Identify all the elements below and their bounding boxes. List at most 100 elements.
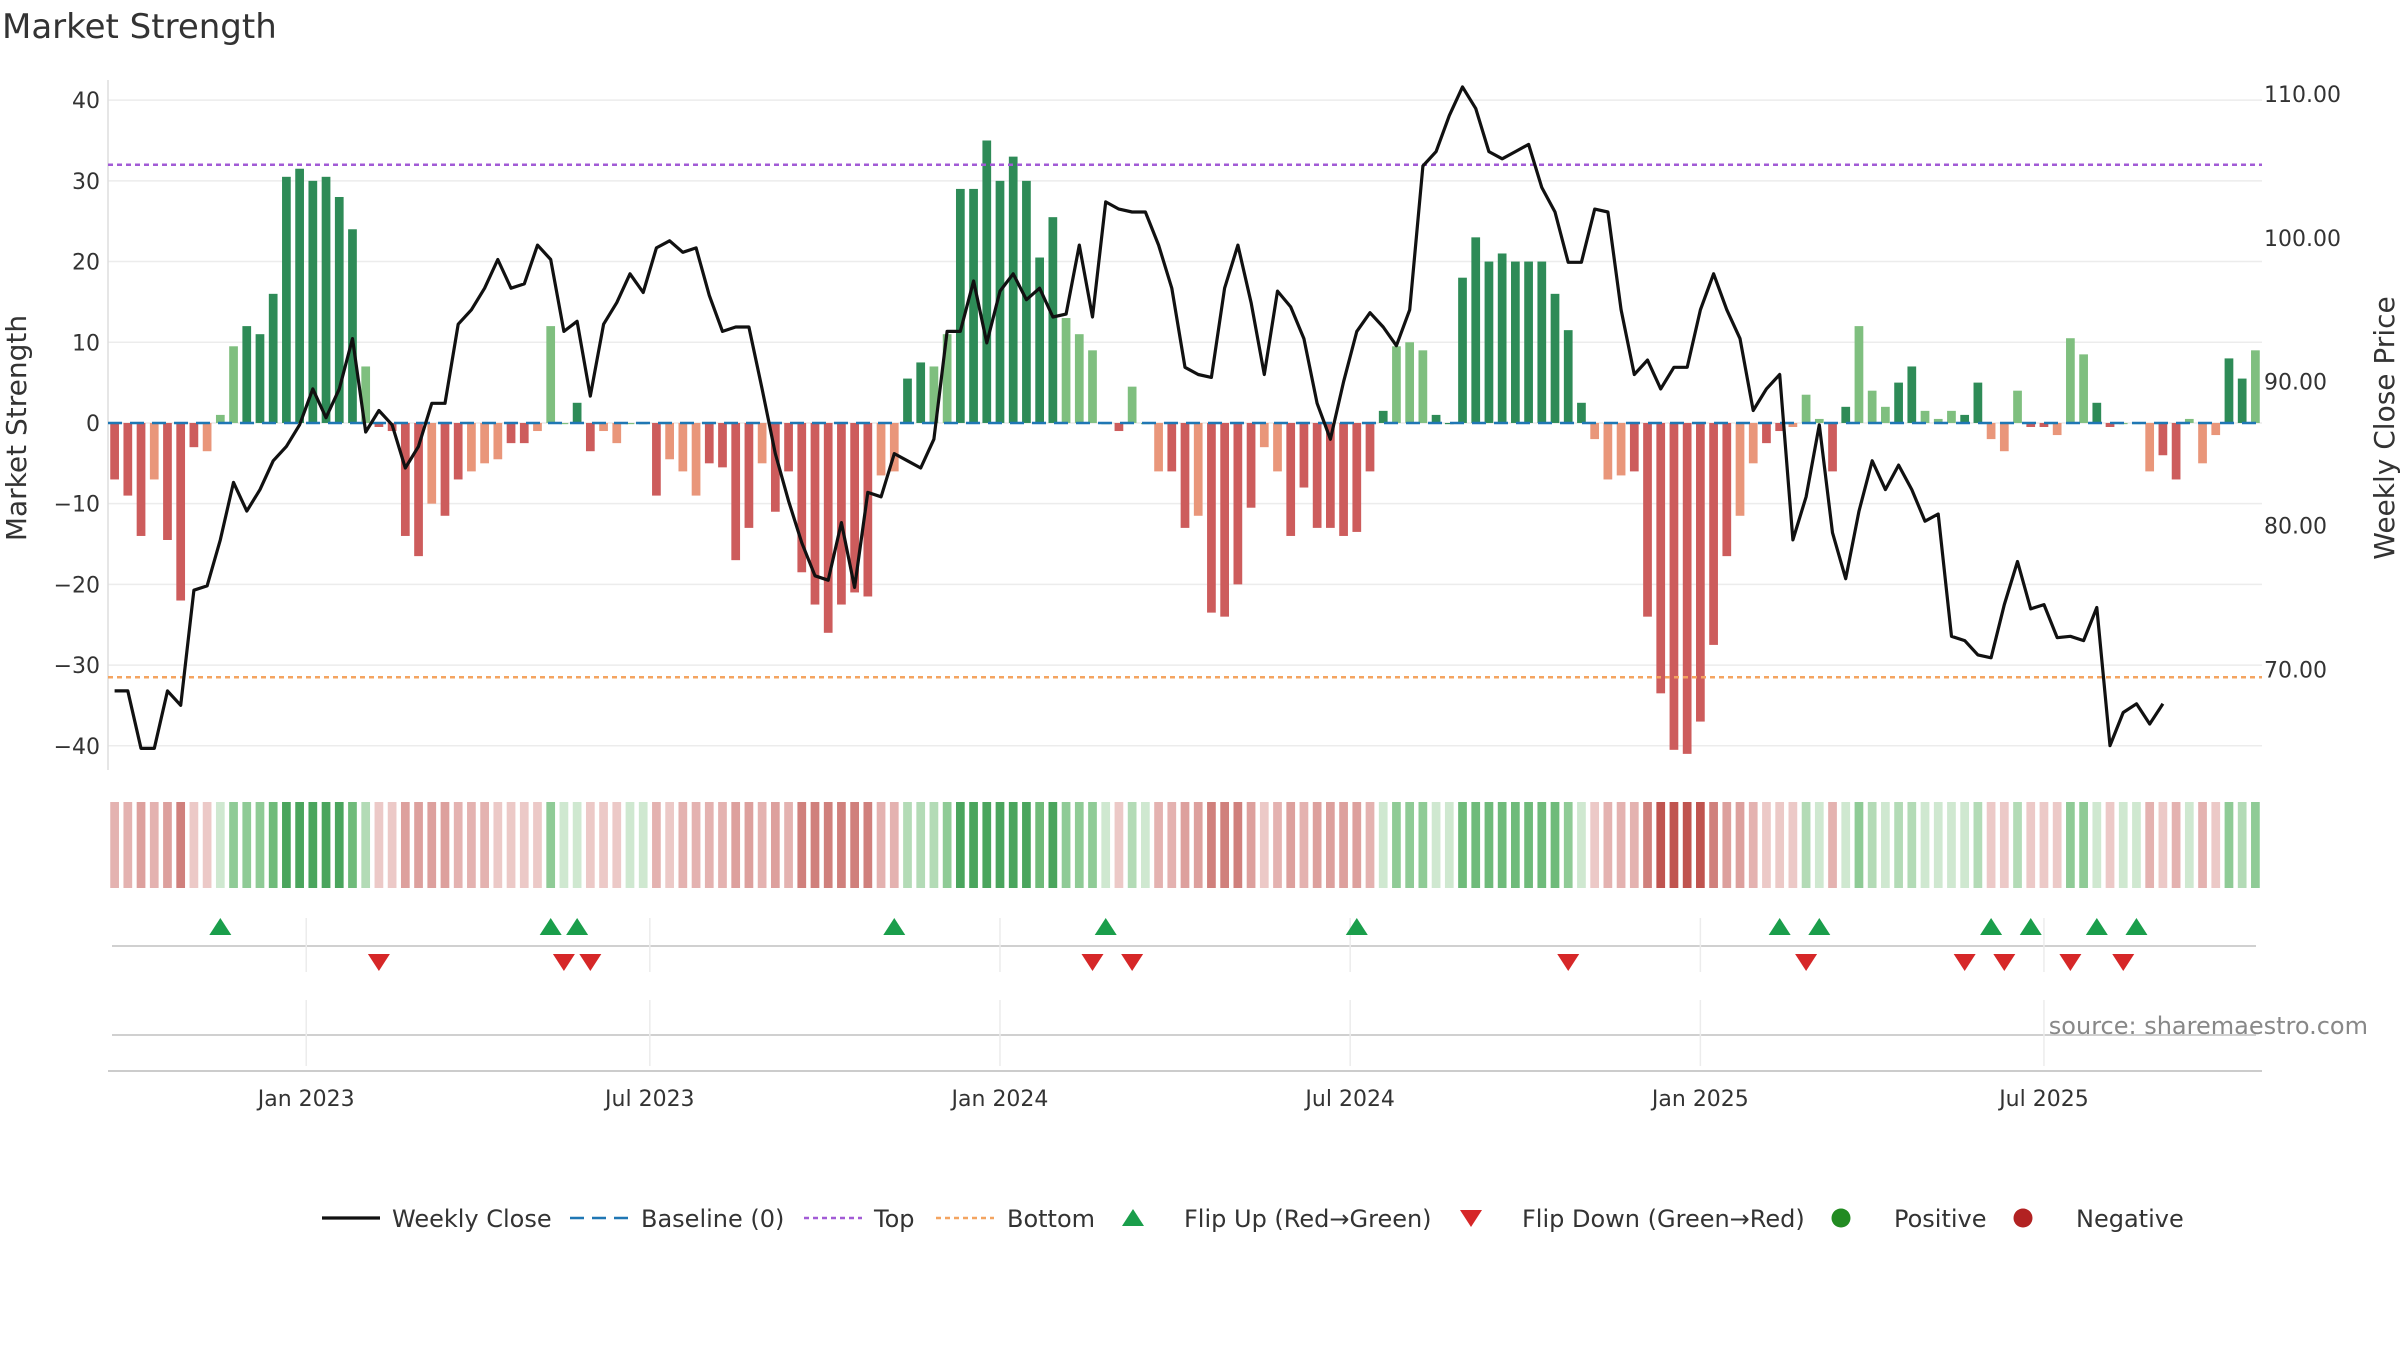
heat-cell-64	[955, 802, 965, 888]
heat-cell-94	[1352, 802, 1362, 888]
strength-bars	[110, 140, 2260, 754]
heat-cell-159	[2211, 802, 2221, 888]
strength-bar-81	[1180, 422, 1190, 528]
strength-bar-100	[1431, 414, 1441, 423]
heat-cell-13	[282, 802, 291, 888]
heat-cell-6	[189, 802, 199, 888]
heat-cell-68	[1008, 802, 1018, 888]
strength-bar-93	[1339, 422, 1348, 536]
heat-cell-155	[2158, 802, 2168, 888]
heat-cell-38	[612, 802, 622, 888]
heat-cell-80	[1167, 802, 1177, 888]
strength-bar-139	[1947, 410, 1956, 423]
strength-bar-112	[1590, 422, 1600, 440]
heat-cell-109	[1550, 802, 1560, 888]
heat-cell-10	[242, 802, 252, 888]
heat-cell-54	[823, 802, 833, 888]
right-y-axis: 110.00 100.00 90.00 80.00 70.00	[2264, 83, 2341, 683]
strength-bar-102	[1458, 277, 1467, 423]
strength-bar-157	[2184, 418, 2194, 423]
right-axis-title: Weekly Close Price	[2368, 296, 2400, 559]
flip-up-marker-6	[1768, 918, 1791, 935]
strength-bar-99	[1418, 350, 1428, 423]
heat-cell-156	[2171, 802, 2181, 888]
strength-bar-138	[1933, 418, 1943, 423]
heat-cell-147	[2052, 802, 2062, 888]
heat-cell-25	[440, 802, 450, 888]
flip-up-marker-5	[1345, 918, 1368, 935]
heat-cell-62	[929, 802, 939, 888]
strength-bar-25	[440, 422, 450, 516]
legend-swatch-flip-down	[1460, 1210, 1482, 1227]
heat-cell-26	[453, 802, 463, 888]
heat-cell-153	[2132, 802, 2141, 888]
strength-bar-19	[361, 366, 371, 423]
strength-bar-101	[1444, 422, 1454, 425]
strength-bar-72	[1061, 318, 1071, 423]
heat-cell-42	[665, 802, 674, 888]
flip-up-marker-8	[1980, 918, 2003, 935]
heat-cell-85	[1233, 802, 1243, 888]
x-tick-label-2: Jan 2024	[950, 1087, 1049, 1112]
heat-cell-125	[1762, 802, 1771, 888]
heat-cell-161	[2237, 802, 2247, 888]
heat-cell-81	[1180, 802, 1190, 888]
legend-label-7: Negative	[2076, 1205, 2184, 1233]
heat-cell-79	[1154, 802, 1163, 888]
heat-cell-152	[2118, 802, 2128, 888]
strength-bar-60	[903, 378, 912, 423]
heat-cell-76	[1114, 802, 1124, 888]
strength-bar-85	[1233, 422, 1243, 585]
strength-bar-39	[625, 422, 635, 425]
heat-cell-118	[1669, 802, 1679, 888]
heat-cell-138	[1933, 802, 1943, 888]
heat-cell-123	[1735, 802, 1745, 888]
strength-bar-61	[916, 362, 926, 423]
heat-cell-103	[1471, 802, 1481, 888]
strength-bar-115	[1629, 422, 1639, 472]
heat-cell-98	[1405, 802, 1415, 888]
heat-cell-52	[797, 802, 807, 888]
heat-cell-128	[1801, 802, 1811, 888]
heat-cell-47	[731, 802, 741, 888]
flip-up-marker-2	[566, 918, 589, 935]
legend-label-3: Bottom	[1007, 1205, 1095, 1233]
heat-cell-72	[1061, 802, 1071, 888]
heat-cell-91	[1312, 802, 1322, 888]
legend-label-5: Flip Down (Green→Red)	[1522, 1205, 1805, 1233]
heat-cell-130	[1828, 802, 1837, 888]
strength-bar-37	[599, 422, 608, 432]
heat-cell-73	[1074, 802, 1084, 888]
heat-cell-141	[1973, 802, 1983, 888]
legend-item-5: Flip Down (Green→Red)	[1460, 1205, 1805, 1233]
strength-bar-114	[1616, 422, 1626, 476]
strength-bar-111	[1577, 402, 1586, 423]
strength-bar-20	[374, 422, 384, 427]
strength-bar-142	[1986, 422, 1996, 440]
strength-bar-18	[348, 229, 357, 423]
heat-cell-96	[1378, 802, 1388, 888]
y-tick-label-5: −10	[54, 493, 100, 518]
heat-cell-70	[1035, 802, 1044, 888]
strength-bar-53	[810, 422, 820, 605]
heat-cell-5	[176, 802, 186, 888]
strength-bar-89	[1286, 422, 1296, 536]
strength-bar-137	[1920, 410, 1930, 423]
strength-bar-1	[123, 422, 133, 496]
heat-cell-144	[2013, 802, 2022, 888]
heat-cell-131	[1841, 802, 1851, 888]
heat-cell-56	[850, 802, 859, 888]
heat-cell-24	[427, 802, 437, 888]
source-credit: source: sharemaestro.com	[2049, 1012, 2368, 1040]
flip-up-marker-0	[209, 918, 232, 935]
heat-cell-120	[1696, 802, 1705, 888]
heat-cell-137	[1920, 802, 1930, 888]
strength-bar-43	[678, 422, 688, 472]
heat-cell-11	[255, 802, 265, 888]
strength-bar-74	[1088, 350, 1097, 423]
chart-title: Market Strength	[2, 7, 277, 47]
strength-bar-82	[1193, 422, 1203, 516]
strength-bar-22	[400, 422, 410, 536]
strength-bar-127	[1788, 422, 1798, 427]
